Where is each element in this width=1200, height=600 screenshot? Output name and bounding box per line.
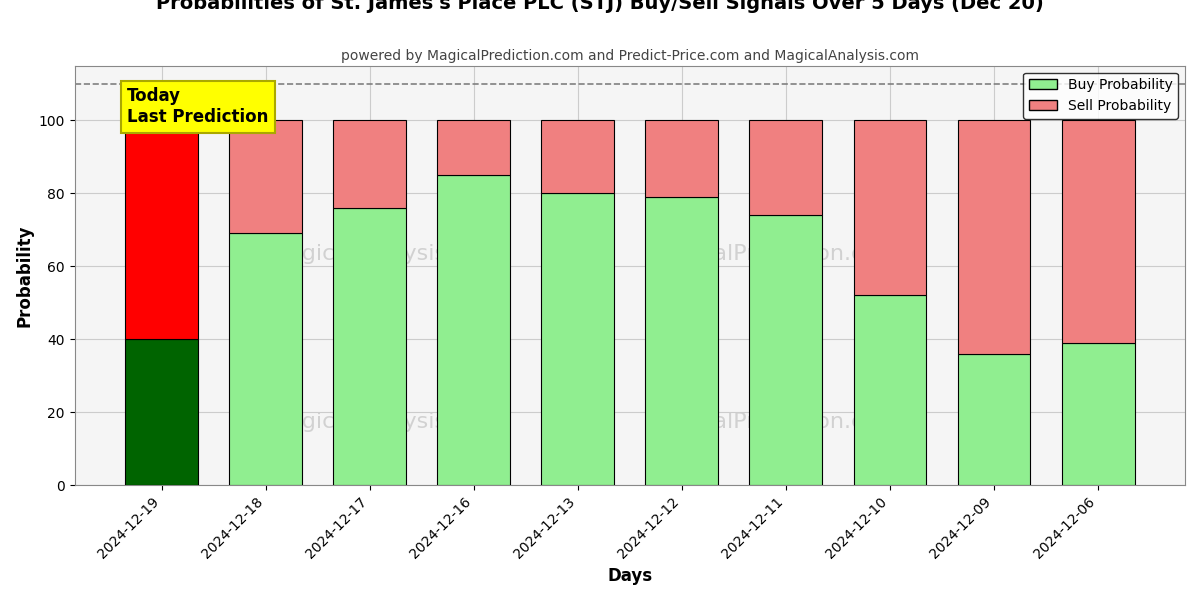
- Bar: [334, 208, 406, 485]
- Text: Probabilities of St. James's Place PLC (STJ) Buy/Sell Signals Over 5 Days (Dec 2: Probabilities of St. James's Place PLC (…: [156, 0, 1044, 13]
- Title: powered by MagicalPrediction.com and Predict-Price.com and MagicalAnalysis.com: powered by MagicalPrediction.com and Pre…: [341, 49, 919, 63]
- Text: MagicalAnalysis.com: MagicalAnalysis.com: [270, 244, 502, 265]
- Bar: [958, 354, 1031, 485]
- Bar: [229, 120, 302, 233]
- Text: Today
Last Prediction: Today Last Prediction: [127, 88, 269, 126]
- Text: MagicalPrediction.com: MagicalPrediction.com: [649, 412, 900, 432]
- Bar: [125, 120, 198, 339]
- Bar: [646, 120, 719, 197]
- Bar: [1062, 120, 1134, 343]
- Bar: [437, 120, 510, 175]
- Bar: [750, 215, 822, 485]
- Text: MagicalAnalysis.com: MagicalAnalysis.com: [270, 412, 502, 432]
- Bar: [229, 233, 302, 485]
- Bar: [1062, 343, 1134, 485]
- Bar: [958, 120, 1031, 354]
- Bar: [853, 295, 926, 485]
- Bar: [437, 175, 510, 485]
- Bar: [541, 193, 614, 485]
- Bar: [541, 120, 614, 193]
- Bar: [125, 339, 198, 485]
- Bar: [334, 120, 406, 208]
- Bar: [750, 120, 822, 215]
- Bar: [646, 197, 719, 485]
- Text: MagicalPrediction.com: MagicalPrediction.com: [649, 244, 900, 265]
- Y-axis label: Probability: Probability: [16, 224, 34, 326]
- Legend: Buy Probability, Sell Probability: Buy Probability, Sell Probability: [1024, 73, 1178, 119]
- Bar: [853, 120, 926, 295]
- X-axis label: Days: Days: [607, 567, 653, 585]
